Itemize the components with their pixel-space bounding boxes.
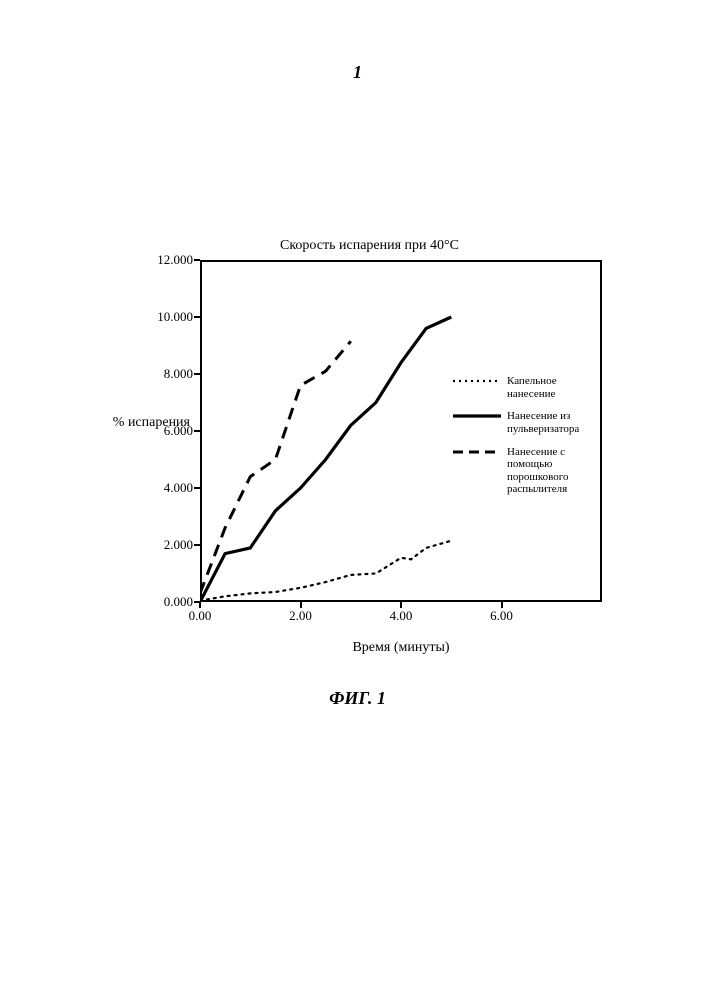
figure-caption: ФИГ. 1 — [0, 688, 715, 709]
xtick-label: 0.00 — [180, 608, 220, 624]
xtick-label: 4.00 — [381, 608, 421, 624]
legend-label: Нанесение из пульверизатора — [507, 410, 597, 435]
legend-label: Капельное нанесение — [507, 375, 597, 400]
chart-title: Скорость испарения при 40°C — [280, 238, 459, 254]
chart-xlabel: Время (минуты) — [200, 640, 602, 656]
ytick-label: 8.000 — [148, 366, 193, 382]
xtick-label: 6.00 — [482, 608, 522, 624]
ytick-label: 6.000 — [148, 423, 193, 439]
legend-item: Нанесение из пульверизатора — [453, 410, 597, 435]
xtick-mark — [400, 602, 402, 608]
legend-item: Нанесение с помощью порошкового распылит… — [453, 446, 597, 497]
legend-swatch-dashed — [453, 446, 501, 458]
series-line — [200, 317, 451, 602]
ytick-label: 12.000 — [148, 252, 193, 268]
ytick-label: 10.000 — [148, 309, 193, 325]
legend-swatch-solid — [453, 410, 501, 422]
xtick-label: 2.00 — [281, 608, 321, 624]
legend-item: Капельное нанесение — [453, 375, 597, 400]
xtick-mark — [199, 602, 201, 608]
ytick-label: 2.000 — [148, 537, 193, 553]
page-number: 1 — [0, 62, 715, 83]
legend-swatch-dotted — [453, 375, 501, 387]
xtick-mark — [300, 602, 302, 608]
legend-label: Нанесение с помощью порошкового распылит… — [507, 446, 597, 497]
chart-legend: Капельное нанесение Нанесение из пульвер… — [453, 375, 597, 506]
ytick-label: 4.000 — [148, 480, 193, 496]
xtick-mark — [501, 602, 503, 608]
